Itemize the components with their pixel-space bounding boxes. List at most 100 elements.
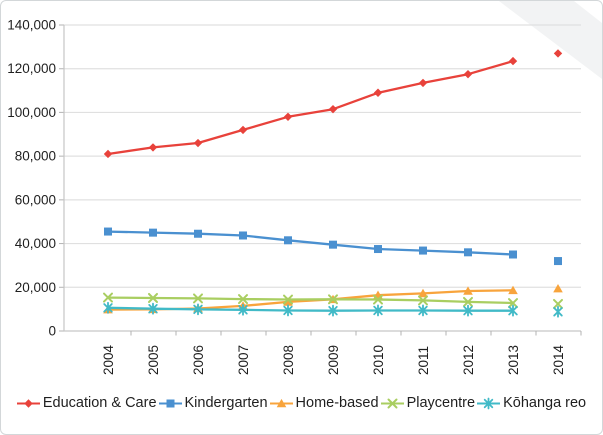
x-axis-tick-label: 2006 <box>191 345 206 375</box>
x-axis-tick-label: 2004 <box>101 344 116 375</box>
x-marker-icon <box>238 294 248 305</box>
asterisk-marker-icon <box>477 397 501 409</box>
y-axis-tick-label: 120,000 <box>7 61 56 76</box>
asterisk-marker-icon <box>553 305 563 318</box>
legend-label: Home-based <box>295 395 379 411</box>
y-axis-tick-label: 100,000 <box>7 105 56 120</box>
legend-label: Education & Care <box>42 395 157 411</box>
square-marker-icon <box>149 228 157 237</box>
x-axis-tick-label: 2005 <box>146 345 161 375</box>
x-marker-icon <box>508 298 518 309</box>
asterisk-marker-icon <box>508 304 518 317</box>
y-axis-tick-label: 0 <box>48 324 56 339</box>
asterisk-marker-icon <box>103 301 113 314</box>
x-axis-tick-label: 2009 <box>326 345 341 375</box>
y-axis-tick-label: 80,000 <box>15 149 56 164</box>
x-marker-icon <box>328 294 338 305</box>
triangle-marker-icon <box>553 283 563 293</box>
x-axis-tick-label: 2007 <box>236 345 251 375</box>
y-axis-tick-label: 40,000 <box>15 236 56 251</box>
legend-item-kindergarten: Kindergarten <box>158 395 268 411</box>
legend-item-home-based: Home-based <box>269 395 379 411</box>
diamond-marker-icon <box>238 125 248 135</box>
asterisk-marker-icon <box>193 303 203 316</box>
series-k-hanga-reo <box>103 301 563 318</box>
square-marker-icon <box>284 236 292 245</box>
triangle-marker-icon <box>463 286 473 295</box>
asterisk-marker-icon <box>328 304 338 317</box>
x-axis-tick-label: 2008 <box>281 345 296 375</box>
square-marker-icon <box>104 227 112 236</box>
asterisk-marker-icon <box>483 397 494 409</box>
x-marker-icon <box>553 298 563 309</box>
y-axis-tick-label: 20,000 <box>15 280 56 295</box>
x-marker-icon <box>380 398 404 408</box>
x-marker-icon <box>283 294 293 305</box>
square-marker-icon <box>329 240 337 249</box>
x-marker-icon <box>373 294 383 305</box>
asterisk-marker-icon <box>238 303 248 316</box>
triangle-marker-icon <box>283 297 293 306</box>
series-kindergarten <box>104 227 562 266</box>
diamond-marker-icon <box>373 88 383 97</box>
square-marker-icon <box>374 245 382 254</box>
legend-item-kohanga-reo: Kōhanga reo <box>477 395 586 411</box>
series-education-care <box>103 49 563 159</box>
x-marker-icon <box>148 292 158 303</box>
triangle-marker-icon <box>418 288 428 298</box>
legend-item-playcentre: Playcentre <box>380 395 476 411</box>
y-axis-tick-label: 140,000 <box>7 18 56 33</box>
diamond-marker-icon <box>328 104 338 114</box>
x-marker-icon <box>193 293 203 304</box>
x-marker-icon <box>418 295 428 306</box>
x-axis-tick-label: 2012 <box>461 345 476 375</box>
x-marker-icon <box>463 296 473 307</box>
triangle-marker-icon <box>269 398 293 407</box>
square-marker-icon <box>194 229 202 238</box>
square-marker-icon <box>509 250 517 259</box>
triangle-marker-icon <box>508 285 518 295</box>
square-marker-icon <box>158 399 182 407</box>
square-marker-icon <box>239 231 247 240</box>
x-marker-icon <box>103 292 113 303</box>
legend: Education & Care Kindergarten Home-based… <box>1 395 602 411</box>
asterisk-marker-icon <box>148 302 158 315</box>
diamond-marker-icon <box>283 112 293 121</box>
asterisk-marker-icon <box>283 304 293 317</box>
diamond-marker-icon <box>508 56 518 66</box>
corner-watermark-shape <box>499 1 602 79</box>
legend-label: Playcentre <box>406 395 476 411</box>
series-line <box>107 306 513 312</box>
asterisk-marker-icon <box>373 304 383 317</box>
x-axis-tick-label: 2014 <box>551 344 566 375</box>
x-axis-tick-label: 2010 <box>371 345 386 375</box>
diamond-marker-icon <box>24 398 33 408</box>
series-line <box>107 59 514 156</box>
asterisk-marker-icon <box>463 304 473 317</box>
x-axis-tick-label: 2013 <box>506 345 521 375</box>
triangle-marker-icon <box>276 398 286 407</box>
diamond-marker-icon <box>148 143 158 152</box>
square-marker-icon <box>464 248 472 257</box>
diamond-marker-icon <box>463 69 473 79</box>
series-line <box>107 230 514 256</box>
series-line <box>107 296 514 305</box>
legend-item-education-care: Education & Care <box>16 395 157 411</box>
legend-label: Kōhanga reo <box>503 395 587 411</box>
y-axis-tick-label: 60,000 <box>15 192 56 207</box>
diamond-marker-icon <box>103 149 113 159</box>
x-axis-tick-label: 2011 <box>416 346 431 375</box>
series-playcentre <box>103 292 563 309</box>
square-marker-icon <box>554 257 562 266</box>
asterisk-marker-icon <box>418 304 428 317</box>
square-marker-icon <box>166 399 175 407</box>
x-marker-icon <box>387 398 398 408</box>
diamond-marker-icon <box>418 78 428 88</box>
diamond-marker-icon <box>193 138 203 148</box>
diamond-marker-icon <box>16 398 40 408</box>
diamond-marker-icon <box>553 49 563 58</box>
square-marker-icon <box>419 246 427 255</box>
legend-label: Kindergarten <box>184 395 268 411</box>
